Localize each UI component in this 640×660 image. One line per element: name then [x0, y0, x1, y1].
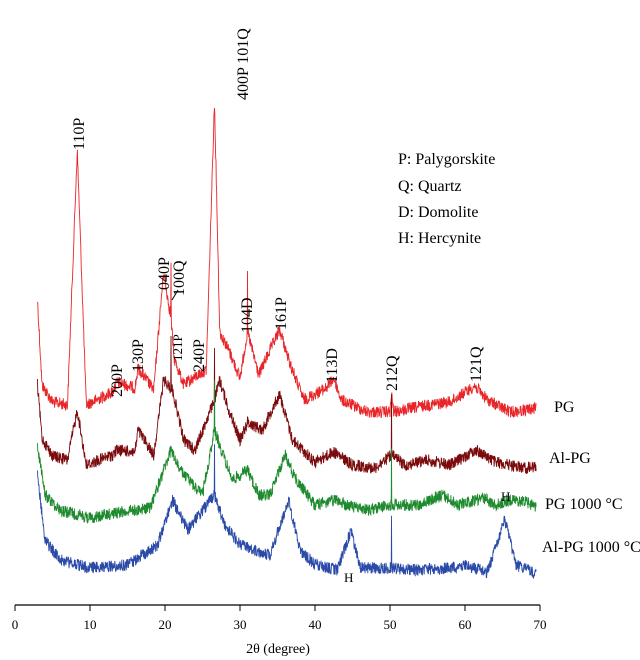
peak-label-leader — [171, 289, 179, 301]
peak-label-212q: 212Q — [384, 355, 401, 391]
peak-label-110p: 110P — [71, 118, 88, 150]
peak-label-161p: 161P — [273, 297, 290, 330]
hercynite-label-2: H — [501, 489, 510, 504]
peak-label-130p: 130P — [130, 339, 147, 372]
x-tick-label: 60 — [459, 617, 472, 632]
legend-entry: D: Domolite — [398, 204, 478, 221]
peak-label-400p-101q: 400P 101Q — [235, 28, 252, 100]
peak-label-113d: 113D — [324, 348, 341, 383]
series-label-al-pg-1000: Al-PG 1000 °C — [542, 539, 640, 556]
peak-label-104d: 104D — [239, 297, 256, 333]
x-ticks — [14, 605, 541, 611]
x-tick-labels: 0 10 20 30 40 50 60 70 — [12, 617, 547, 632]
series-labels: PG Al-PG PG 1000 °C Al-PG 1000 °C — [542, 399, 640, 556]
x-tick-label: 50 — [384, 617, 397, 632]
x-tick-label: 30 — [234, 617, 247, 632]
legend-entry: Q: Quartz — [398, 178, 462, 195]
legend-entry: P: Palygorskite — [398, 151, 495, 168]
series-label-pg-1000: PG 1000 °C — [545, 496, 623, 513]
x-tick-label: 40 — [309, 617, 322, 632]
peak-label-121q: 121Q — [468, 346, 485, 382]
peak-labels: 110P 400P 101Q 040P 100Q 200P 130P 121P … — [71, 28, 485, 397]
x-tick-label: 0 — [12, 617, 19, 632]
peak-label-240p: 240P — [191, 339, 208, 372]
peak-label-100q: 100Q — [171, 260, 188, 296]
series-line-pg-1000-c — [37, 380, 537, 524]
series-line-al-pg-1000-c — [37, 444, 537, 579]
series-label-al-pg: Al-PG — [549, 450, 591, 467]
legend: P: Palygorskite Q: Quartz D: Domolite H:… — [398, 151, 495, 247]
x-tick-label: 10 — [84, 617, 97, 632]
series-line-al-pg — [37, 335, 537, 474]
legend-entry: H: Hercynite — [398, 230, 481, 247]
x-tick-label: 20 — [159, 617, 172, 632]
peak-label-200p: 200P — [109, 364, 126, 397]
hercynite-label-1: H — [344, 570, 353, 585]
series-line-pg — [37, 107, 537, 419]
x-axis-title: 2θ (degree) — [246, 642, 310, 657]
x-tick-label: 70 — [534, 617, 547, 632]
peak-label-040p: 040P — [156, 257, 173, 290]
series-traces — [37, 107, 537, 579]
series-label-pg: PG — [554, 399, 575, 416]
peak-label-121p: 121P — [170, 334, 185, 361]
